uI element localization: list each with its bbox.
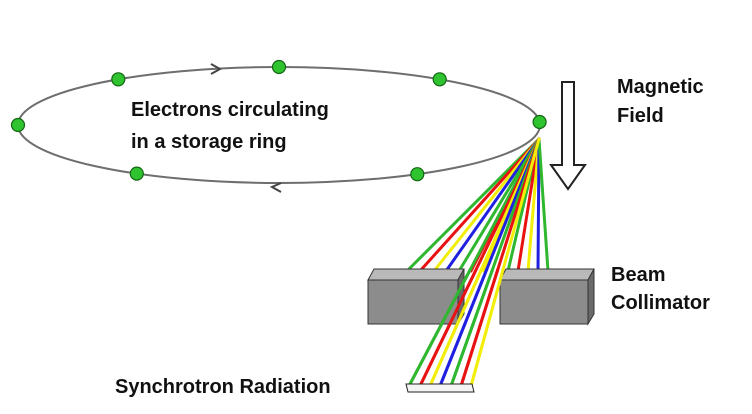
collimator-block-right	[499, 268, 595, 326]
synchrotron-radiation-label: Synchrotron Radiation	[115, 376, 331, 398]
collimator-label-line1: Beam	[611, 264, 666, 286]
beam-blocked-left	[457, 137, 541, 273]
beam-blocked-right	[537, 137, 550, 273]
beam-blocked-right	[516, 137, 541, 273]
collimator-label-line2: Collimator	[611, 292, 710, 314]
beam-exit-segment	[438, 322, 467, 388]
storage-ring	[17, 66, 541, 184]
beam-blocked-left	[418, 137, 541, 273]
beam-through-slit	[462, 267, 489, 328]
beam-blocked-left	[405, 137, 541, 273]
beam-exit-segment	[407, 322, 444, 388]
transmitted-beam	[407, 267, 505, 388]
electron-dot	[129, 166, 144, 181]
beam-end-face	[405, 383, 475, 393]
beam-through-slit	[447, 267, 478, 328]
collimator-block-left	[367, 268, 465, 326]
electrons	[10, 59, 547, 182]
ring-direction-arrow-bottom	[269, 182, 282, 193]
beam-exit-segment	[418, 322, 452, 388]
electron-dot	[432, 72, 447, 87]
ring-direction-arrow-top	[210, 63, 223, 75]
magnetic-field-arrow	[549, 81, 587, 191]
magnetic-field-label-line1: Magnetic	[617, 76, 704, 98]
ring-label-line2: in a storage ring	[131, 131, 287, 153]
beam-blocked-left	[432, 137, 541, 273]
beam-blocked-right	[526, 137, 541, 273]
beam-through-slit	[439, 267, 473, 328]
beam-through-slit	[486, 267, 505, 328]
beam-through-slit	[470, 267, 495, 328]
beam-exit-segment	[449, 322, 475, 388]
beam-through-slit	[478, 267, 500, 328]
beam-exit-segment	[428, 322, 459, 388]
electron-dot	[111, 72, 126, 87]
electron-dot	[532, 114, 547, 130]
electron-dot	[10, 117, 26, 133]
beam-exit-segment	[459, 322, 483, 388]
electron-dot	[410, 167, 425, 182]
magnetic-field-label-line2: Field	[617, 105, 664, 127]
electron-dot	[271, 59, 287, 75]
beam-blocked-left	[444, 137, 541, 273]
ring-label-line1: Electrons circulating	[131, 99, 329, 121]
beam-exit-segment	[469, 322, 490, 388]
beam-blocked-right	[536, 137, 541, 273]
beam-through-slit	[454, 267, 484, 328]
